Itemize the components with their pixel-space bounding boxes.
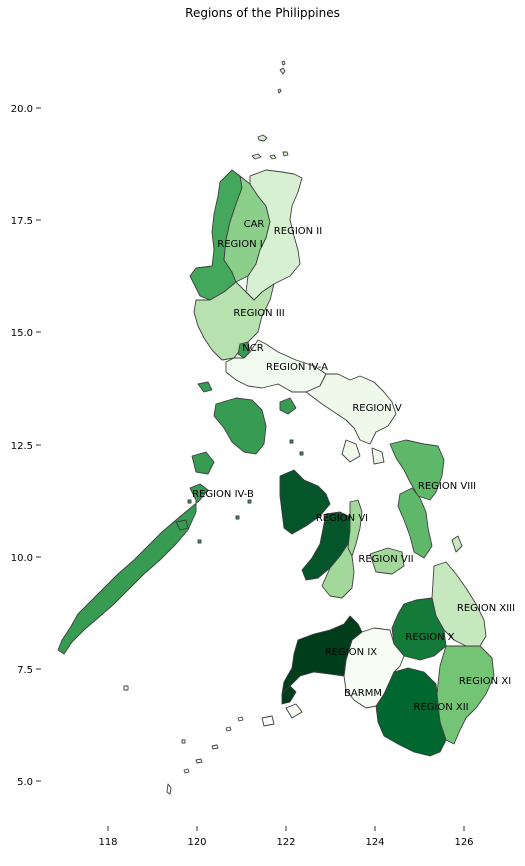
- regions-layer: [57, 60, 495, 795]
- label-region-vii: REGION VII: [358, 554, 413, 565]
- map-title: Regions of the Philippines: [185, 6, 340, 20]
- region-labels: CAR REGION I REGION II REGION III NCR RE…: [192, 219, 515, 713]
- y-tick-label: 17.5: [11, 216, 33, 227]
- x-axis: 118 120 122 124 126: [98, 826, 474, 848]
- region-iv-b-island[interactable]: [279, 397, 297, 415]
- region-vii-bohol[interactable]: [369, 547, 405, 575]
- region-xi-shape[interactable]: [435, 645, 495, 745]
- label-ncr: NCR: [242, 343, 263, 354]
- label-region-viii: REGION VIII: [418, 481, 476, 492]
- label-region-iv-b: REGION IV-B: [192, 489, 254, 500]
- region-iv-b-island[interactable]: [197, 381, 213, 393]
- label-region-i: REGION I: [217, 239, 262, 250]
- region-ix-tip[interactable]: [281, 685, 297, 705]
- x-tick-label: 120: [187, 837, 206, 848]
- y-tick-label: 15.0: [11, 328, 33, 339]
- label-region-vi: REGION VI: [316, 513, 368, 524]
- label-region-iii: REGION III: [233, 308, 284, 319]
- label-region-ii: REGION II: [274, 226, 322, 237]
- region-v-island[interactable]: [371, 447, 385, 465]
- label-region-x: REGION X: [405, 632, 454, 643]
- region-v-shape[interactable]: [305, 373, 397, 445]
- region-viii-samar[interactable]: [389, 439, 445, 501]
- barmm-island[interactable]: [285, 703, 303, 719]
- label-region-xiii: REGION XIII: [457, 603, 515, 614]
- label-region-ix: REGION IX: [325, 647, 377, 658]
- label-car: CAR: [244, 219, 265, 230]
- region-iv-b-mindoro[interactable]: [213, 397, 267, 455]
- y-tick-label: 20.0: [11, 104, 33, 115]
- region-v-island[interactable]: [341, 439, 361, 463]
- label-region-xi: REGION XI: [459, 676, 511, 687]
- region-iv-b-island[interactable]: [191, 451, 215, 475]
- region-iv-b-island[interactable]: [175, 519, 189, 531]
- label-barmm: BARMM: [344, 688, 382, 699]
- region-x-shape[interactable]: [391, 597, 447, 661]
- barmm-island[interactable]: [261, 715, 275, 727]
- region-viii-leyte[interactable]: [397, 487, 433, 559]
- region-ix-shape[interactable]: [281, 615, 363, 695]
- y-axis: 20.0 17.5 15.0 12.5 10.0 7.5 5.0: [11, 104, 41, 788]
- region-iii-shape[interactable]: [193, 281, 275, 361]
- y-tick-label: 5.0: [17, 777, 33, 788]
- region-xiii-island[interactable]: [451, 535, 463, 553]
- region-xii-shape[interactable]: [375, 667, 447, 757]
- x-tick-label: 118: [98, 837, 117, 848]
- barmm-shape[interactable]: [343, 627, 405, 709]
- region-ii-islands[interactable]: [251, 60, 289, 160]
- y-tick-label: 10.0: [11, 553, 33, 564]
- x-tick-label: 126: [454, 837, 473, 848]
- region-vii-cebu[interactable]: [347, 499, 363, 557]
- x-tick-label: 124: [365, 837, 384, 848]
- region-vii-negros-or[interactable]: [321, 543, 355, 599]
- x-tick-label: 122: [276, 837, 295, 848]
- region-vi-panay[interactable]: [279, 469, 331, 535]
- label-region-iv-a: REGION IV-A: [266, 362, 328, 373]
- southwest-islets: [123, 439, 304, 795]
- label-region-xii: REGION XII: [413, 702, 468, 713]
- label-region-v: REGION V: [352, 403, 401, 414]
- y-tick-label: 7.5: [17, 665, 33, 676]
- region-iv-b-palawan[interactable]: [57, 483, 209, 655]
- y-tick-label: 12.5: [11, 441, 33, 452]
